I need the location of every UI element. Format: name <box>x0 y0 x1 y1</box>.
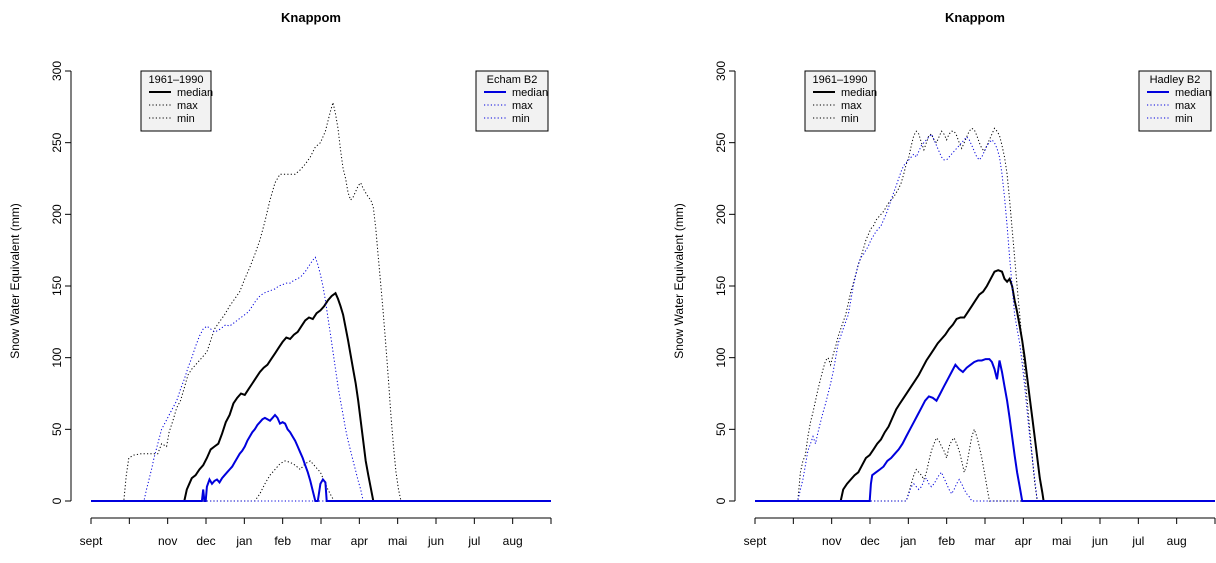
x-tick-label: feb <box>938 534 955 548</box>
y-tick-label: 150 <box>50 276 64 296</box>
legend-label: median <box>841 87 877 99</box>
x-tick-label: dec <box>196 534 215 548</box>
series-line <box>91 256 551 502</box>
x-tick-label: mai <box>1052 534 1071 548</box>
x-tick-label: jan <box>235 534 252 548</box>
y-tick-label: 100 <box>714 347 728 367</box>
legend-label: min <box>512 113 530 125</box>
x-tick-label: mai <box>388 534 407 548</box>
x-tick-label: aug <box>1167 534 1187 548</box>
chart-panel-hadley: Knappom Snow Water Equivalent (mm) 0 50 100 1… <box>672 10 1216 548</box>
series-line <box>755 427 1215 502</box>
series-line <box>755 471 1215 502</box>
y-tick-label: 0 <box>714 497 728 504</box>
legend-label: max <box>1175 100 1196 112</box>
legend-title: Echam B2 <box>487 74 538 86</box>
legend-box <box>475 70 549 132</box>
x-tick-label: jul <box>1131 534 1144 548</box>
y-axis-label: Snow Water Equivalent (mm) <box>8 203 22 359</box>
y-axis-label: Snow Water Equivalent (mm) <box>672 203 686 359</box>
legend-label: max <box>841 100 862 112</box>
legend-label: median <box>177 87 213 99</box>
x-tick-label: sept <box>80 534 103 548</box>
series-line <box>91 291 551 502</box>
x-tick-label: jul <box>467 534 480 548</box>
legend-title: Hadley B2 <box>1150 74 1201 86</box>
x-tick-label: mar <box>975 534 996 548</box>
chart-title: Knappom <box>945 10 1005 25</box>
legend-box <box>140 70 212 132</box>
legend-box <box>1138 70 1212 132</box>
legend-label: median <box>1175 87 1211 99</box>
y-tick-label: 300 <box>714 61 728 81</box>
legend-label: min <box>177 113 195 125</box>
legend-label: min <box>1175 113 1193 125</box>
legend-title: 1961–1990 <box>812 74 867 86</box>
x-tick-label: nov <box>822 534 841 548</box>
y-tick-label: 250 <box>50 132 64 152</box>
legend-title: 1961–1990 <box>148 74 203 86</box>
x-tick-label: sept <box>744 534 767 548</box>
y-tick-label: 250 <box>714 132 728 152</box>
x-tick-label: aug <box>503 534 523 548</box>
series-line <box>755 127 1215 502</box>
y-tick-label: 150 <box>714 276 728 296</box>
x-tick-label: jun <box>1091 534 1108 548</box>
legend-label: max <box>177 100 198 112</box>
x-tick-label: apr <box>351 534 368 548</box>
x-tick-label: jan <box>899 534 916 548</box>
x-tick-label: nov <box>158 534 177 548</box>
y-tick-label: 50 <box>714 422 728 436</box>
series-line <box>755 269 1215 502</box>
x-tick-label: dec <box>860 534 879 548</box>
y-tick-label: 100 <box>50 347 64 367</box>
series-line <box>755 358 1215 502</box>
y-tick-label: 50 <box>50 422 64 436</box>
x-tick-label: apr <box>1015 534 1032 548</box>
y-tick-label: 0 <box>50 497 64 504</box>
series-line <box>91 413 551 502</box>
y-tick-label: 200 <box>50 204 64 224</box>
series-line <box>755 133 1215 502</box>
chart-panel-echam: Knappom Snow Water Equivalent (mm) 0 50 100 1… <box>8 10 552 548</box>
x-tick-label: mar <box>311 534 332 548</box>
chart-title: Knappom <box>281 10 341 25</box>
x-tick-label: jun <box>427 534 444 548</box>
x-tick-label: feb <box>274 534 291 548</box>
y-tick-label: 300 <box>50 61 64 81</box>
legend-box <box>804 70 876 132</box>
legend-label: median <box>512 87 548 99</box>
series-line <box>91 102 551 502</box>
y-tick-label: 200 <box>714 204 728 224</box>
legend-label: max <box>512 100 533 112</box>
legend-label: min <box>841 113 859 125</box>
